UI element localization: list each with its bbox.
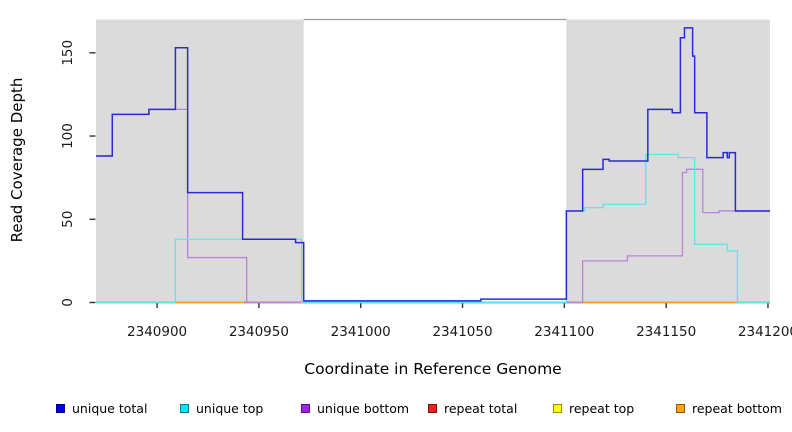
legend-item-unique-top: unique top xyxy=(180,400,264,416)
legend-label: repeat top xyxy=(569,400,635,416)
legend-label: repeat total xyxy=(444,400,518,416)
legend-swatch-unique-total xyxy=(56,403,65,413)
y-tick-label: 100 xyxy=(60,123,76,149)
legend-label: unique total xyxy=(72,400,148,416)
y-tick-label: 150 xyxy=(60,40,76,66)
legend-swatch-repeat-top xyxy=(553,403,562,413)
series-unique_total xyxy=(96,27,770,302)
x-tick-label: 2341000 xyxy=(331,324,391,340)
x-tick-label: 2340950 xyxy=(229,324,289,340)
shaded-region xyxy=(96,19,304,303)
legend: unique total unique top unique bottom re… xyxy=(0,401,792,419)
legend-label: unique top xyxy=(196,400,264,416)
x-tick-label: 2341050 xyxy=(432,324,492,340)
legend-item-repeat-total: repeat total xyxy=(428,400,518,416)
y-axis-title: Read Coverage Depth xyxy=(8,77,26,243)
x-axis-title: Coordinate in Reference Genome xyxy=(304,360,562,378)
legend-swatch-repeat-total xyxy=(428,403,437,413)
y-tick-label: 50 xyxy=(60,211,76,228)
legend-item-unique-total: unique total xyxy=(56,400,148,416)
legend-item-unique-bottom: unique bottom xyxy=(301,400,410,416)
legend-label: unique bottom xyxy=(317,400,410,416)
x-tick-label: 2341100 xyxy=(534,324,594,340)
legend-label: repeat bottom xyxy=(692,400,782,416)
legend-swatch-unique-top xyxy=(180,403,189,413)
legend-item-repeat-top: repeat top xyxy=(553,400,635,416)
legend-swatch-unique-bottom xyxy=(301,403,310,413)
series-unique_top xyxy=(96,153,770,304)
y-tick-label: 0 xyxy=(60,298,76,307)
x-tick-label: 2341150 xyxy=(636,324,696,340)
x-tick-label: 2340900 xyxy=(127,324,187,340)
shaded-region xyxy=(566,19,770,303)
legend-item-repeat-bottom: repeat bottom xyxy=(676,400,782,416)
legend-swatch-repeat-bottom xyxy=(676,403,685,413)
